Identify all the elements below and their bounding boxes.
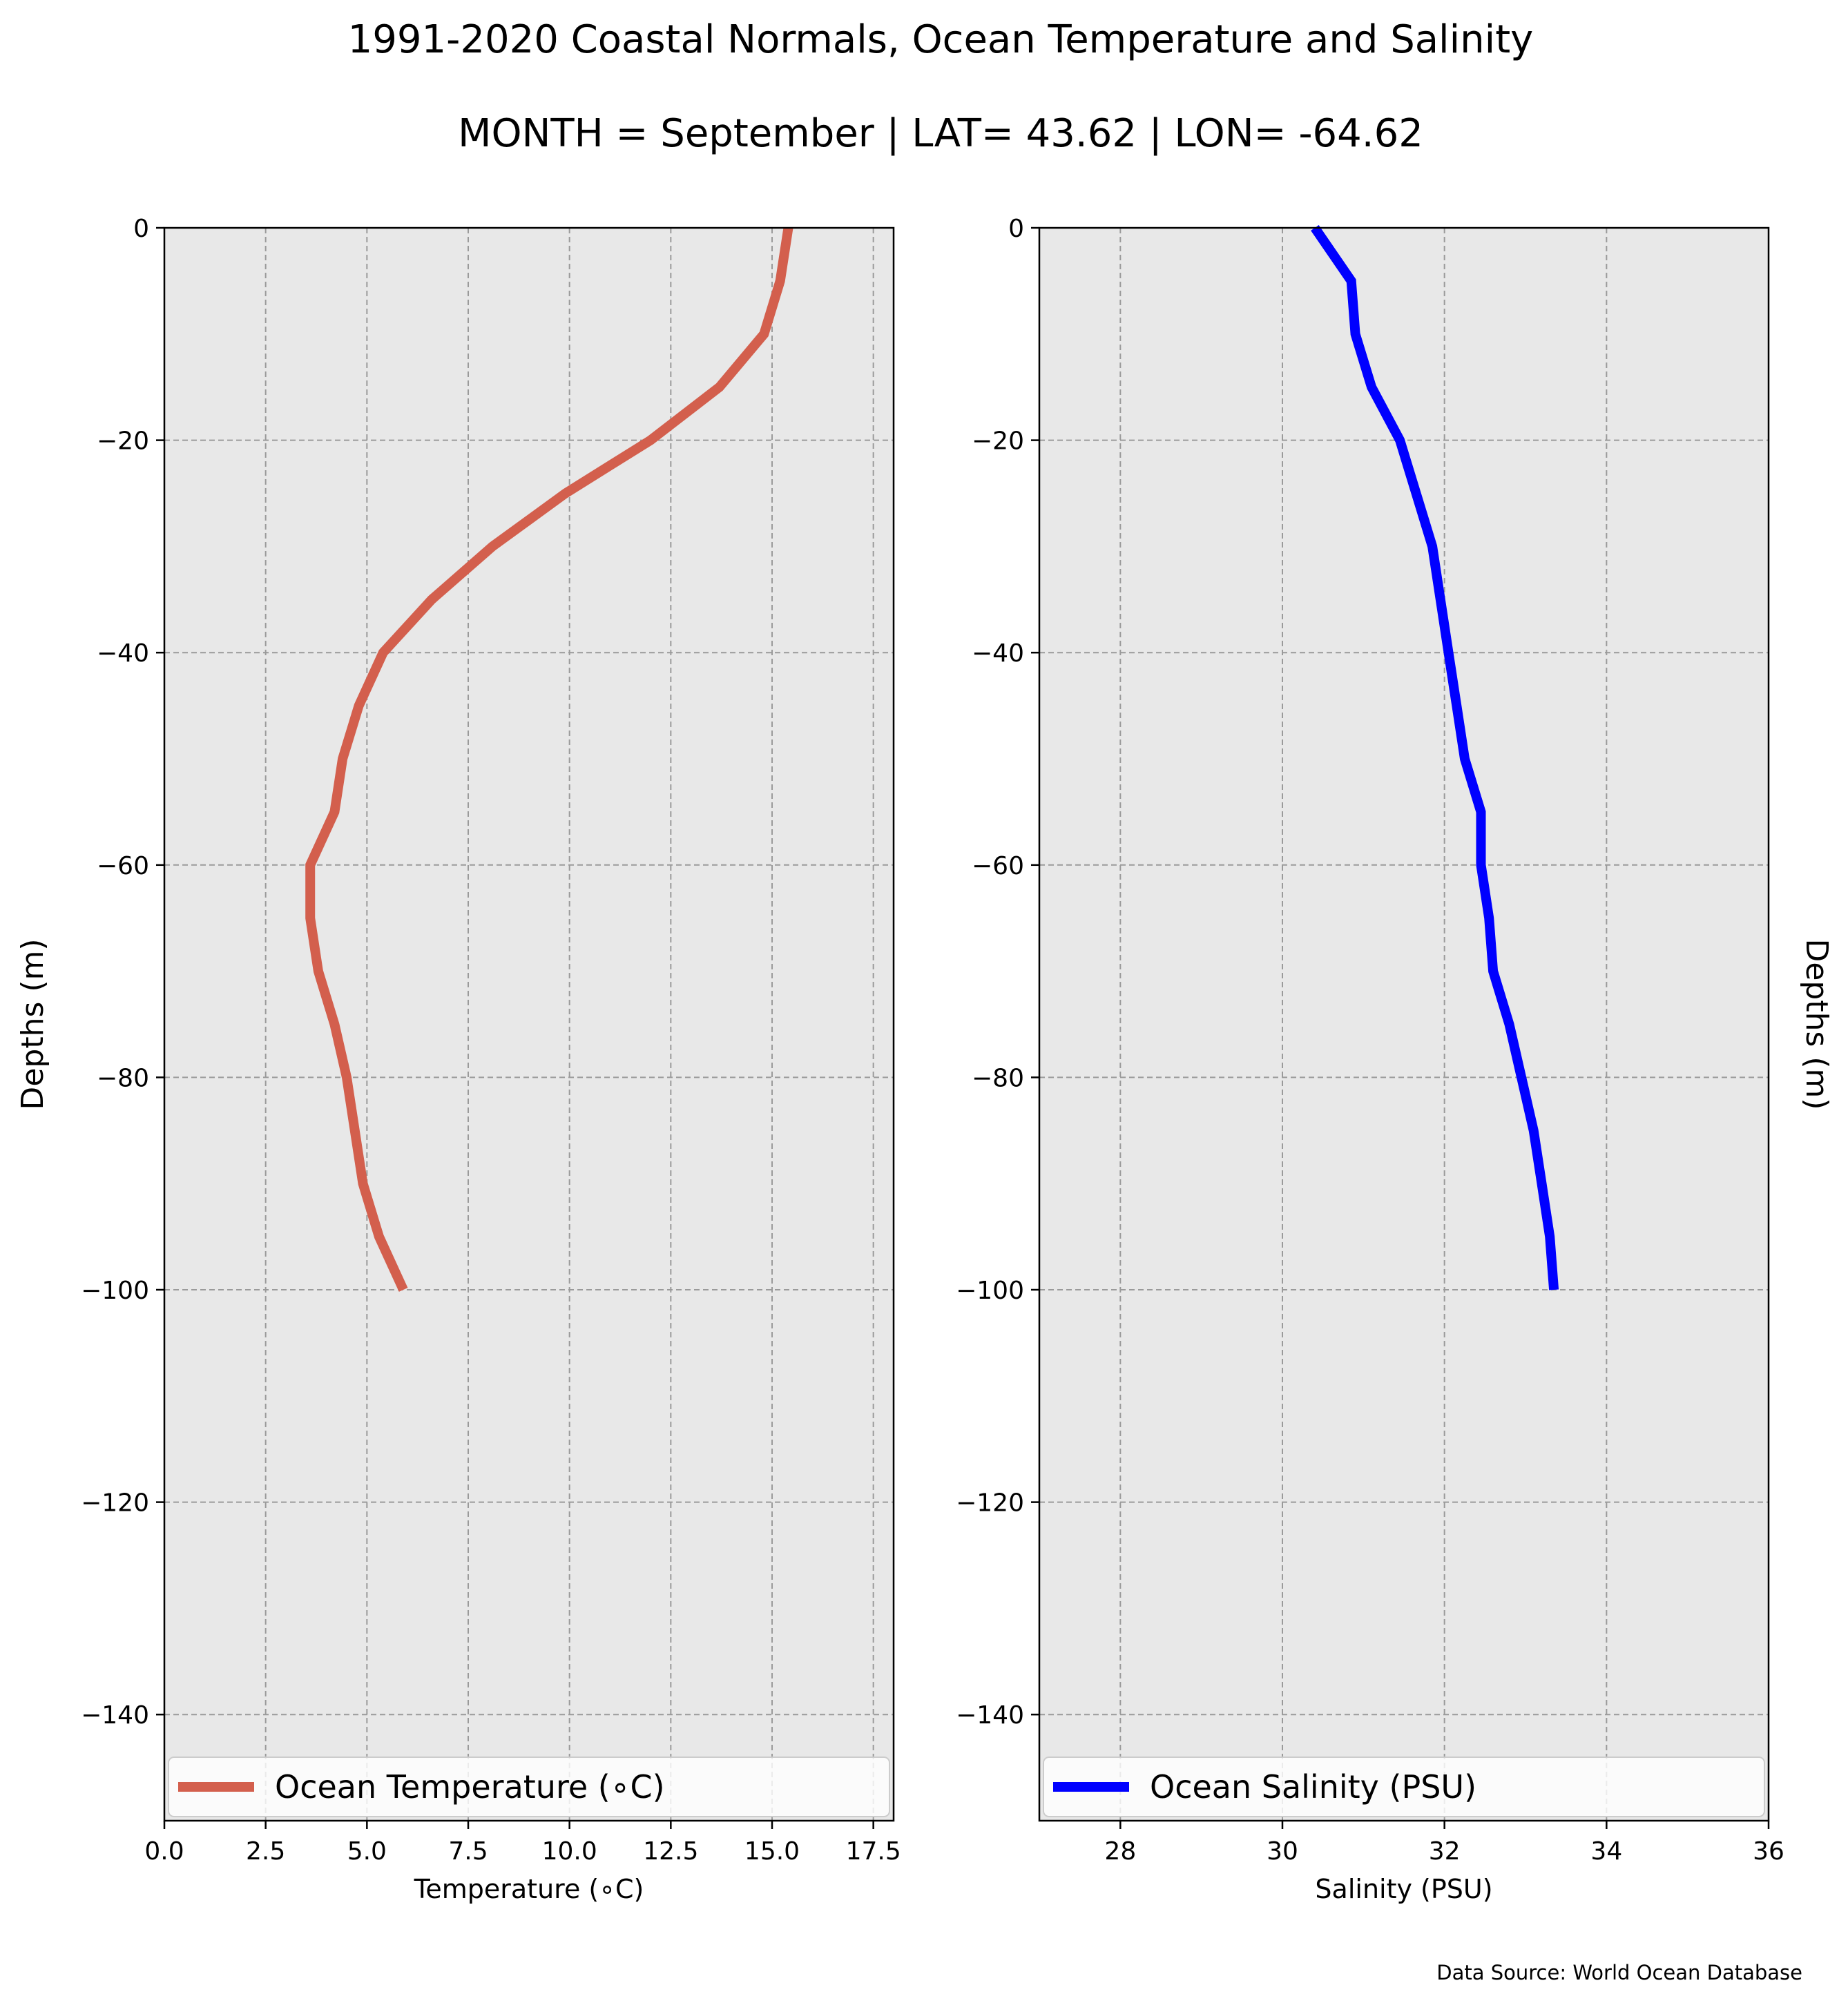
salinity-y-tick-label: 0 [1008, 215, 1024, 243]
temperature-x-tick-label: 10.0 [542, 1837, 597, 1866]
temperature-y-tick-label: −80 [97, 1064, 149, 1092]
salinity-series [1311, 225, 1559, 1290]
temperature-y-tick-label: −120 [81, 1489, 149, 1518]
salinity-plot-area [1039, 228, 1769, 1821]
temperature-x-ticks: 0.0 2.5 5.0 7.5 10.0 12.5 15.0 17.5 [144, 1821, 901, 1866]
temperature-legend: Ocean Temperature (∘C) [168, 1757, 890, 1817]
temperature-plot-area [164, 228, 894, 1821]
temperature-legend-label: Ocean Temperature (∘C) [275, 1768, 665, 1806]
figure-subtitle: MONTH = September | LAT= 43.62 | LON= -6… [458, 111, 1423, 156]
temperature-x-tick-label: 0.0 [144, 1837, 184, 1866]
temperature-x-axis-label: Temperature (∘C) [414, 1874, 644, 1904]
salinity-y-tick-label: −100 [956, 1277, 1024, 1305]
salinity-x-axis-label: Salinity (PSU) [1315, 1874, 1492, 1904]
temperature-series [305, 226, 793, 1292]
temperature-x-tick-label: 17.5 [846, 1837, 901, 1866]
temperature-x-tick-label: 7.5 [448, 1837, 488, 1866]
temperature-series-line [305, 226, 793, 1292]
temperature-y-ticks: 0 −20 −40 −60 −80 −100 −120 −140 [81, 215, 164, 1730]
data-source-note: Data Source: World Ocean Database [1436, 1961, 1802, 1984]
temperature-y-tick-label: −20 [97, 427, 149, 456]
temperature-gridlines [164, 228, 894, 1821]
salinity-y-axis-label: Depths (m) [1799, 938, 1834, 1110]
salinity-series-line [1311, 225, 1559, 1290]
temperature-y-tick-label: −140 [81, 1701, 149, 1730]
salinity-y-tick-label: −140 [956, 1701, 1024, 1730]
temperature-y-axis-label: Depths (m) [15, 938, 50, 1110]
salinity-legend: Ocean Salinity (PSU) [1043, 1757, 1765, 1817]
temperature-axes-frame [163, 226, 895, 1822]
salinity-gridlines [1039, 228, 1769, 1821]
salinity-y-tick-label: −120 [956, 1489, 1024, 1518]
salinity-y-ticks: 0 −20 −40 −60 −80 −100 −120 −140 [956, 215, 1039, 1730]
temperature-y-tick-label: 0 [133, 215, 149, 243]
temperature-x-tick-label: 15.0 [744, 1837, 800, 1866]
salinity-x-tick-label: 32 [1429, 1837, 1461, 1866]
salinity-legend-box [1043, 1757, 1765, 1817]
salinity-panel: Ocean Salinity (PSU) 28 30 32 34 36 0 −20 −40 −… [956, 215, 1834, 1904]
temperature-y-tick-label: −40 [97, 639, 149, 668]
salinity-legend-label: Ocean Salinity (PSU) [1150, 1768, 1476, 1806]
salinity-y-tick-label: −60 [972, 852, 1024, 880]
salinity-y-tick-label: −20 [972, 427, 1024, 456]
temperature-y-tick-label: −60 [97, 852, 149, 880]
temperature-y-tick-label: −100 [81, 1277, 149, 1305]
salinity-x-tick-label: 28 [1104, 1837, 1136, 1866]
salinity-x-ticks: 28 30 32 34 36 [1104, 1821, 1784, 1866]
salinity-x-tick-label: 30 [1267, 1837, 1298, 1866]
salinity-x-tick-label: 34 [1590, 1837, 1622, 1866]
salinity-y-tick-label: −80 [972, 1064, 1024, 1092]
temperature-panel: Ocean Temperature (∘C) 0.0 2.5 5.0 7.5 10.0 1… [15, 215, 901, 1904]
temperature-x-tick-label: 2.5 [246, 1837, 285, 1866]
salinity-axes-frame [1038, 226, 1770, 1822]
figure-title: 1991-2020 Coastal Normals, Ocean Tempera… [348, 17, 1534, 62]
salinity-x-tick-label: 36 [1753, 1837, 1784, 1866]
temperature-x-tick-label: 5.0 [347, 1837, 387, 1866]
temperature-legend-box [168, 1757, 890, 1817]
temperature-x-tick-label: 12.5 [643, 1837, 698, 1866]
salinity-y-tick-label: −40 [972, 639, 1024, 668]
